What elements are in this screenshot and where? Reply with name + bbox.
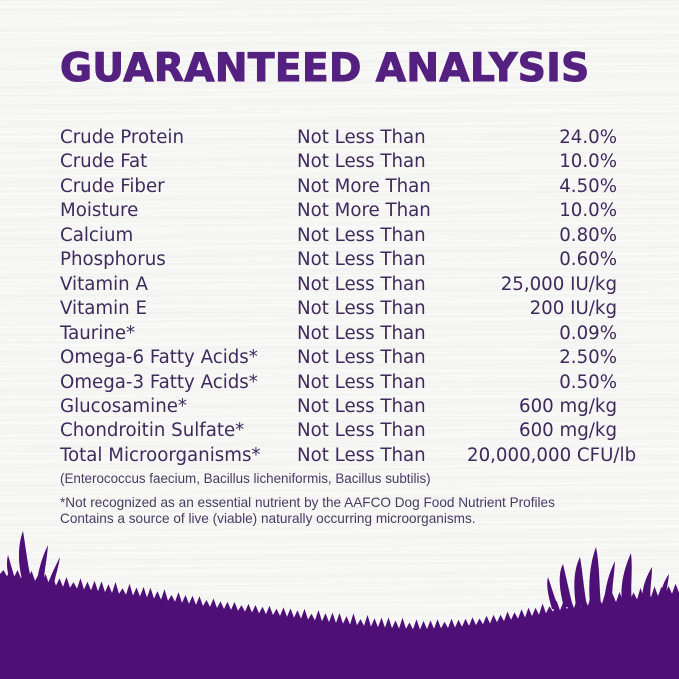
grass-blade-icon [574,557,587,606]
grass-blade-icon [6,555,16,581]
nutrient-name: Crude Fat [60,151,148,173]
nutrient-value: 20,000,000 CFU/lb [467,444,637,466]
analysis-table: Crude Protein Not Less Than 24.0% Crude … [60,126,636,468]
nutrient-value: 4.50% [559,175,617,197]
nutrient-value: 24.0% [559,127,617,148]
hill-shape [0,568,679,679]
grass-blade-icon [547,577,559,609]
table-row: Vitamin E Not Less Than 200 IU/kg [60,297,617,321]
qualifier: Not Less Than [297,322,426,344]
table-row: Crude Fat Not Less Than 10.0% [60,150,617,174]
nutrient-value: 0.60% [559,249,617,271]
qualifier: Not Less Than [297,249,426,271]
nutrient-name: Omega-6 Fatty Acids* [60,347,258,369]
nutrient-value: 600 mg/kg [519,420,617,442]
nutrient-name: Phosphorus [60,249,166,271]
grass-blade-icon [18,531,33,587]
page-title: GUARANTEED ANALYSIS [59,45,590,91]
qualifier: Not More Than [297,200,431,222]
grass-blade-icon [36,545,48,587]
grass-blade-icon [46,557,60,591]
qualifier: Not Less Than [297,444,426,466]
table-row: Chondroitin Sulfate* Not Less Than 600 m… [60,419,617,443]
nutrient-value: 10.0% [559,200,617,222]
qualifier: Not Less Than [297,273,426,295]
qualifier: Not Less Than [297,224,426,246]
nutrient-name: Omega-3 Fatty Acids* [60,371,258,393]
table-row: Moisture Not More Than 10.0% [60,199,617,223]
qualifier: Not Less Than [297,347,426,369]
table-row: Omega-3 Fatty Acids* Not Less Than 0.50% [60,371,617,395]
grass-blade-icon [642,567,652,601]
grass-blade-icon [660,574,669,599]
nutrient-name: Calcium [60,224,134,246]
table-row: Glucosamine* Not Less Than 600 mg/kg [60,395,617,419]
table-row: Total Microorganisms* Not Less Than 20,0… [60,444,636,468]
nutrient-name: Taurine* [60,322,136,344]
footnote-line-1: *Not recognized as an essential nutrient… [60,495,555,511]
table-row: Calcium Not Less Than 0.80% [60,224,617,248]
qualifier: Not Less Than [297,420,426,442]
table-row: Phosphorus Not Less Than 0.60% [60,248,617,272]
nutrient-name: Total Microorganisms* [60,444,261,466]
table-row: Crude Protein Not Less Than 24.0% [60,126,617,150]
grass-blade-icon [559,564,573,607]
nutrient-name: Vitamin A [60,273,148,295]
qualifier: Not Less Than [297,127,426,148]
qualifier: Not Less Than [297,371,426,393]
nutrient-name: Crude Protein [60,127,184,148]
table-row: Crude Fiber Not More Than 4.50% [60,175,617,199]
grass-blade-icon [621,553,632,602]
nutrient-name: Glucosamine* [60,395,188,417]
footnote-line-2: Contains a source of live (viable) natur… [60,511,476,527]
table-row: Taurine* Not Less Than 0.09% [60,322,617,346]
nutrient-value: 200 IU/kg [529,298,617,320]
nutrient-name: Crude Fiber [60,175,165,197]
grass-hill-silhouette [0,531,679,679]
table-row: Vitamin A Not Less Than 25,000 IU/kg [60,273,617,297]
qualifier: Not Less Than [297,395,426,417]
nutrient-value: 0.09% [559,322,617,344]
nutrient-value: 0.50% [559,371,617,393]
nutrient-value: 2.50% [559,347,617,369]
grass-blade-icon [589,547,601,605]
nutrient-name: Chondroitin Sulfate* [60,420,245,442]
label-content: GUARANTEED ANALYSIS Crude Protein Not Le… [59,45,636,527]
nutrient-value: 10.0% [559,151,617,173]
asterisk-footnote: *Not recognized as an essential nutrient… [60,495,617,527]
table-row: Omega-6 Fatty Acids* Not Less Than 2.50% [60,346,617,370]
nutrient-value: 0.80% [559,224,617,246]
qualifier: Not Less Than [297,151,426,173]
qualifier: Not Less Than [297,298,426,320]
nutrient-value: 600 mg/kg [519,395,617,417]
nutrient-name: Vitamin E [60,298,147,320]
grass-blade-icon [604,561,615,604]
microorganism-species-list: (Enterococcus faecium, Bacillus lichenif… [60,471,431,487]
nutrient-name: Moisture [60,200,139,222]
qualifier: Not More Than [297,175,431,197]
nutrient-value: 25,000 IU/kg [500,273,617,295]
